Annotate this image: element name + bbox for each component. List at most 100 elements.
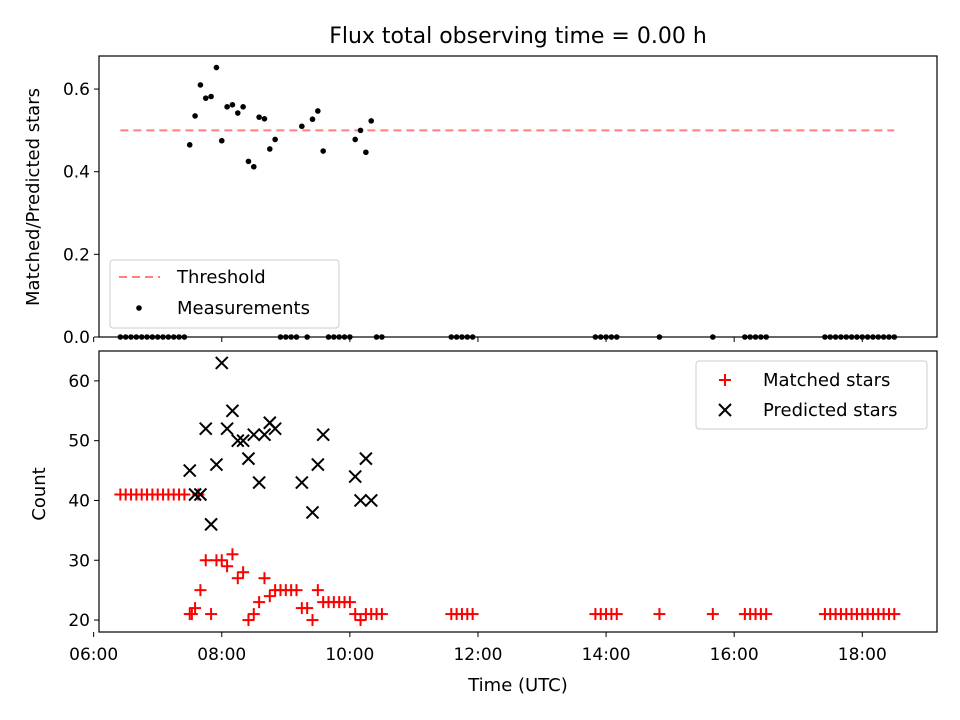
matched-legend-swatch: [719, 374, 731, 386]
measurement-point: [299, 123, 305, 130]
bottom-x-tick-label: 14:00: [582, 645, 631, 665]
matched-star-point: [263, 590, 276, 603]
measurements-legend-label: Measurements: [177, 298, 310, 319]
measurement-point: [742, 334, 748, 340]
measurement-point: [144, 334, 150, 340]
measurement-point: [763, 334, 769, 340]
chart-title: Flux total observing time = 0.00 h: [329, 24, 707, 49]
bottom-panel: 20 30 40 50 60 06:00 08:00 10:00 12:00 14:00 16:0…: [29, 350, 938, 696]
bottom-x-tick-label: 18:00: [838, 645, 887, 665]
measurement-point: [283, 334, 289, 340]
measurement-point: [122, 334, 129, 340]
matched-star-point: [258, 572, 271, 585]
measurement-point: [368, 118, 375, 124]
bottom-legend-box: [695, 360, 928, 430]
measurement-point: [245, 158, 252, 165]
measurement-point: [870, 334, 876, 340]
predicted-star-point: [193, 487, 208, 502]
measurement-point: [608, 334, 615, 340]
measurement-point: [854, 334, 860, 340]
measurement-point: [250, 163, 257, 170]
bottom-x-axis: 06:00 08:00 10:00 12:00 14:00 16:00 18:00: [69, 632, 887, 665]
bottom-y-tick-label: 30: [68, 551, 90, 571]
predicted-star-point: [241, 451, 256, 466]
matched-stars-points: [114, 488, 901, 627]
measurement-point: [138, 334, 145, 340]
bottom-y-tick-label: 20: [68, 611, 90, 631]
measurement-point: [464, 334, 471, 340]
predicted-star-point: [225, 404, 240, 418]
matched-star-point: [311, 584, 324, 597]
matched-star-point: [205, 608, 218, 621]
measurement-point: [758, 334, 764, 340]
measurement-point: [336, 334, 342, 340]
bottom-y-axis-label: Count: [29, 467, 50, 520]
bottom-y-tick-label: 50: [68, 432, 90, 452]
measurement-point: [240, 104, 246, 110]
measurement-point: [197, 82, 204, 88]
measurement-point: [186, 142, 193, 148]
measurement-point: [656, 334, 663, 340]
bottom-x-axis-label: Time (UTC): [467, 675, 568, 696]
bottom-x-tick-label: 16:00: [710, 645, 759, 665]
measurement-point: [379, 334, 385, 340]
matched-star-point: [194, 584, 207, 597]
bottom-x-tick-label: 12:00: [453, 645, 502, 665]
measurement-point: [256, 114, 262, 120]
matched-star-point: [888, 608, 901, 621]
measurement-point: [213, 64, 220, 71]
measurement-point: [592, 334, 599, 340]
bottom-y-tick-label: 60: [68, 372, 90, 392]
predicted-star-point: [311, 457, 325, 472]
measurement-point: [603, 334, 609, 340]
matched-star-point: [349, 608, 362, 621]
bottom-plot-frame: [98, 350, 938, 633]
measurement-point: [293, 334, 300, 340]
measurement-point: [192, 113, 198, 119]
predicted-star-point: [183, 463, 197, 478]
measurement-point: [352, 136, 359, 143]
predicted-star-point: [257, 427, 272, 442]
measurement-point: [341, 334, 348, 340]
predicted-star-point: [215, 356, 229, 370]
predicted-star-point: [305, 505, 320, 520]
measurement-point: [208, 93, 214, 100]
bottom-x-tick-label: 06:00: [69, 645, 118, 665]
predicted-star-point: [252, 475, 266, 490]
matched-star-point: [466, 608, 479, 621]
measurement-point: [752, 334, 759, 340]
measurement-points: [117, 64, 898, 340]
predicted-stars-points: [183, 356, 378, 532]
measurement-point: [459, 334, 465, 340]
matched-star-point: [343, 596, 356, 609]
measurement-point: [891, 334, 898, 340]
predicted-star-point: [353, 493, 368, 508]
top-panel: 0.0 0.2 0.4 0.6 Matched/Predicted stars Thr…: [23, 55, 938, 348]
measurement-point: [357, 127, 364, 134]
top-y-axis-label: Matched/Predicted stars: [23, 88, 44, 306]
matched-star-point: [354, 614, 367, 627]
measurement-point: [165, 334, 172, 340]
matched-star-point: [221, 560, 234, 573]
matched-star-point: [253, 596, 266, 609]
measurement-point: [880, 334, 887, 340]
measurement-point: [170, 334, 177, 340]
matched-star-point: [189, 602, 202, 615]
measurement-point: [181, 334, 188, 340]
matched-star-point: [237, 566, 250, 579]
top-plot-frame: [98, 55, 938, 338]
predicted-star-point: [188, 487, 202, 502]
predicted-star-point: [220, 422, 234, 436]
measurement-point: [234, 110, 241, 116]
measurements-legend-swatch: [136, 305, 142, 311]
predicted-star-point: [247, 427, 261, 442]
matched-star-point: [199, 554, 212, 567]
matched-star-point: [178, 488, 191, 501]
measurement-point: [859, 334, 866, 340]
measurement-point: [373, 334, 380, 340]
measurement-point: [149, 334, 156, 340]
predicted-star-point: [231, 433, 245, 448]
matched-legend-label: Matched stars: [763, 370, 890, 391]
measurement-point: [886, 334, 892, 340]
measurement-point: [613, 334, 620, 340]
